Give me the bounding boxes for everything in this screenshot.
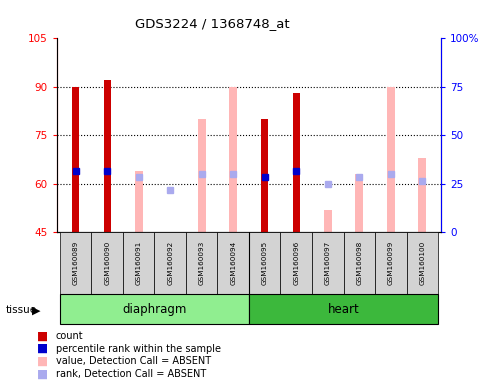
Text: rank, Detection Call = ABSENT: rank, Detection Call = ABSENT — [56, 369, 206, 379]
Bar — [375, 232, 407, 294]
Text: GDS3224 / 1368748_at: GDS3224 / 1368748_at — [135, 17, 289, 30]
Text: GSM160095: GSM160095 — [262, 241, 268, 285]
Text: GSM160100: GSM160100 — [420, 241, 425, 285]
Bar — [229, 87, 237, 232]
Bar — [281, 232, 312, 294]
Bar — [387, 87, 395, 232]
Text: heart: heart — [328, 303, 359, 316]
Text: count: count — [56, 331, 83, 341]
Bar — [344, 232, 375, 294]
Bar — [104, 80, 110, 232]
Text: GSM160096: GSM160096 — [293, 241, 299, 285]
Bar — [91, 232, 123, 294]
Bar — [312, 232, 344, 294]
Bar — [261, 119, 268, 232]
Text: diaphragm: diaphragm — [122, 303, 186, 316]
Bar — [198, 119, 206, 232]
Text: GSM160090: GSM160090 — [104, 241, 110, 285]
Bar — [249, 294, 438, 324]
Text: GSM160094: GSM160094 — [230, 241, 236, 285]
Bar — [217, 232, 249, 294]
Text: GSM160099: GSM160099 — [388, 241, 394, 285]
Bar — [135, 171, 142, 232]
Text: GSM160097: GSM160097 — [325, 241, 331, 285]
Text: GSM160098: GSM160098 — [356, 241, 362, 285]
Bar — [60, 294, 249, 324]
Text: GSM160093: GSM160093 — [199, 241, 205, 285]
Text: value, Detection Call = ABSENT: value, Detection Call = ABSENT — [56, 356, 211, 366]
Text: GSM160089: GSM160089 — [72, 241, 78, 285]
Text: ■: ■ — [37, 367, 48, 381]
Bar — [72, 87, 79, 232]
Bar — [186, 232, 217, 294]
Bar — [419, 158, 426, 232]
Text: ■: ■ — [37, 342, 48, 355]
Text: GSM160091: GSM160091 — [136, 241, 141, 285]
Text: ■: ■ — [37, 329, 48, 343]
Bar — [324, 210, 332, 232]
Text: ▶: ▶ — [32, 305, 41, 315]
Text: GSM160092: GSM160092 — [167, 241, 173, 285]
Bar — [293, 93, 300, 232]
Bar — [154, 232, 186, 294]
Bar — [123, 232, 154, 294]
Bar — [355, 174, 363, 232]
Bar — [249, 232, 281, 294]
Bar — [60, 232, 91, 294]
Bar — [407, 232, 438, 294]
Text: ■: ■ — [37, 355, 48, 368]
Text: percentile rank within the sample: percentile rank within the sample — [56, 344, 221, 354]
Text: tissue: tissue — [6, 305, 37, 315]
